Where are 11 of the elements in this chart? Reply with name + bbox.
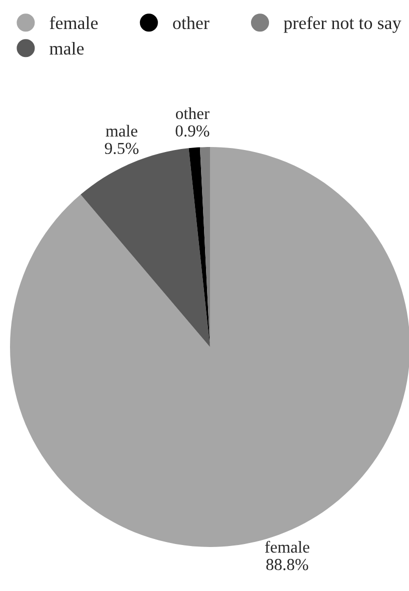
data-label: 9.5% bbox=[104, 142, 138, 154]
data-label: 88.8% bbox=[266, 558, 308, 570]
slice-label: male bbox=[106, 124, 138, 137]
legend-label: male bbox=[50, 42, 84, 55]
slice-label: female bbox=[265, 540, 310, 553]
data-label: 0.9% bbox=[176, 125, 210, 137]
legend-label: other bbox=[173, 16, 210, 30]
legend-label: prefer not to say bbox=[284, 16, 402, 33]
legend-label: female bbox=[50, 16, 98, 30]
slice-label: other bbox=[176, 107, 210, 120]
pie-slice bbox=[188, 147, 210, 347]
